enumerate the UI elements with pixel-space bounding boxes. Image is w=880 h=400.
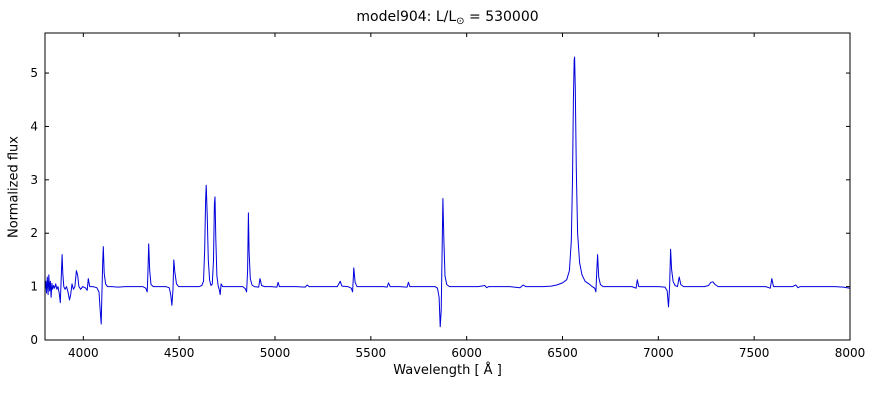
plot-title-text: model904: L/L: [356, 9, 457, 25]
y-tick-label: 0: [30, 333, 38, 347]
x-tick-label: 7500: [739, 346, 770, 360]
x-tick-label: 4000: [68, 346, 99, 360]
y-tick-label: 1: [30, 280, 38, 294]
y-tick-label: 5: [30, 66, 38, 80]
plot-title-suffix: = 530000: [464, 9, 539, 25]
sun-symbol: ⊙: [456, 16, 465, 27]
x-tick-label: 5000: [260, 346, 291, 360]
x-tick-label: 6000: [451, 346, 482, 360]
x-tick-label: 4500: [164, 346, 195, 360]
x-axis-label: Wavelength [ Å ]: [393, 363, 502, 378]
y-tick-label: 3: [30, 173, 38, 187]
y-tick-label: 2: [30, 226, 38, 240]
plot-frame: [44, 32, 851, 341]
spectrum-line: [44, 56, 851, 328]
x-tick-label: 8000: [835, 346, 866, 360]
plot-title: model904: L/L⊙ = 530000: [45, 9, 850, 27]
x-tick-label: 5500: [356, 346, 387, 360]
x-tick-label: 7000: [643, 346, 674, 360]
y-tick-label: 4: [30, 119, 38, 133]
x-tick-label: 6500: [547, 346, 578, 360]
